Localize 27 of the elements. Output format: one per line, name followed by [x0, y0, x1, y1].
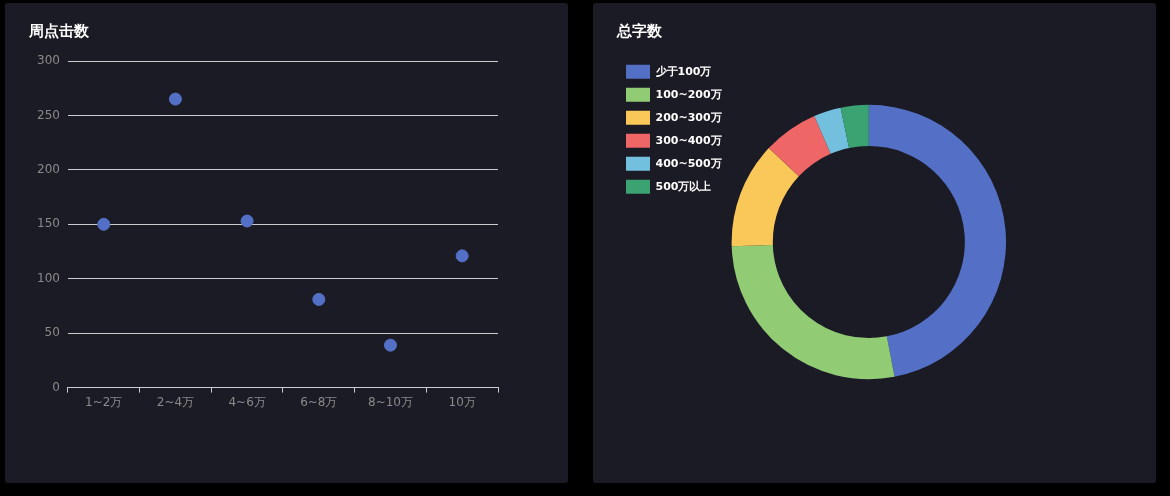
y-tick-label: 250: [37, 107, 60, 122]
y-tick-label: 50: [44, 325, 60, 340]
legend-label: 400~500万: [655, 156, 722, 170]
x-tick-label: 2~4万: [156, 394, 195, 409]
point: [312, 292, 326, 306]
legend-label: 100~200万: [655, 87, 722, 101]
point: [240, 214, 254, 228]
chart-title: 总字数: [616, 21, 663, 40]
y-tick-label: 200: [37, 161, 60, 176]
x-tick-label: 4~6万: [228, 394, 266, 409]
x-tick-label: 10万: [448, 394, 476, 409]
chart-title: 周点击数: [28, 21, 90, 40]
y-tick-label: 0: [52, 379, 60, 394]
point: [455, 249, 469, 263]
x-tick-label: 8~10万: [367, 394, 413, 409]
point: [97, 217, 111, 231]
legend-label: 500万以上: [655, 179, 712, 193]
point: [168, 92, 182, 106]
legend-label: 少于100万: [654, 64, 712, 78]
point: [383, 338, 397, 352]
legend-label: 300~400万: [655, 133, 722, 147]
x-tick-label: 1~2万: [85, 394, 123, 409]
legend-label: 200~300万: [655, 110, 722, 124]
x-tick-label: 6~8万: [300, 394, 338, 409]
y-tick-label: 100: [37, 270, 60, 285]
y-tick-label: 150: [37, 216, 60, 231]
y-tick-label: 300: [37, 53, 60, 68]
